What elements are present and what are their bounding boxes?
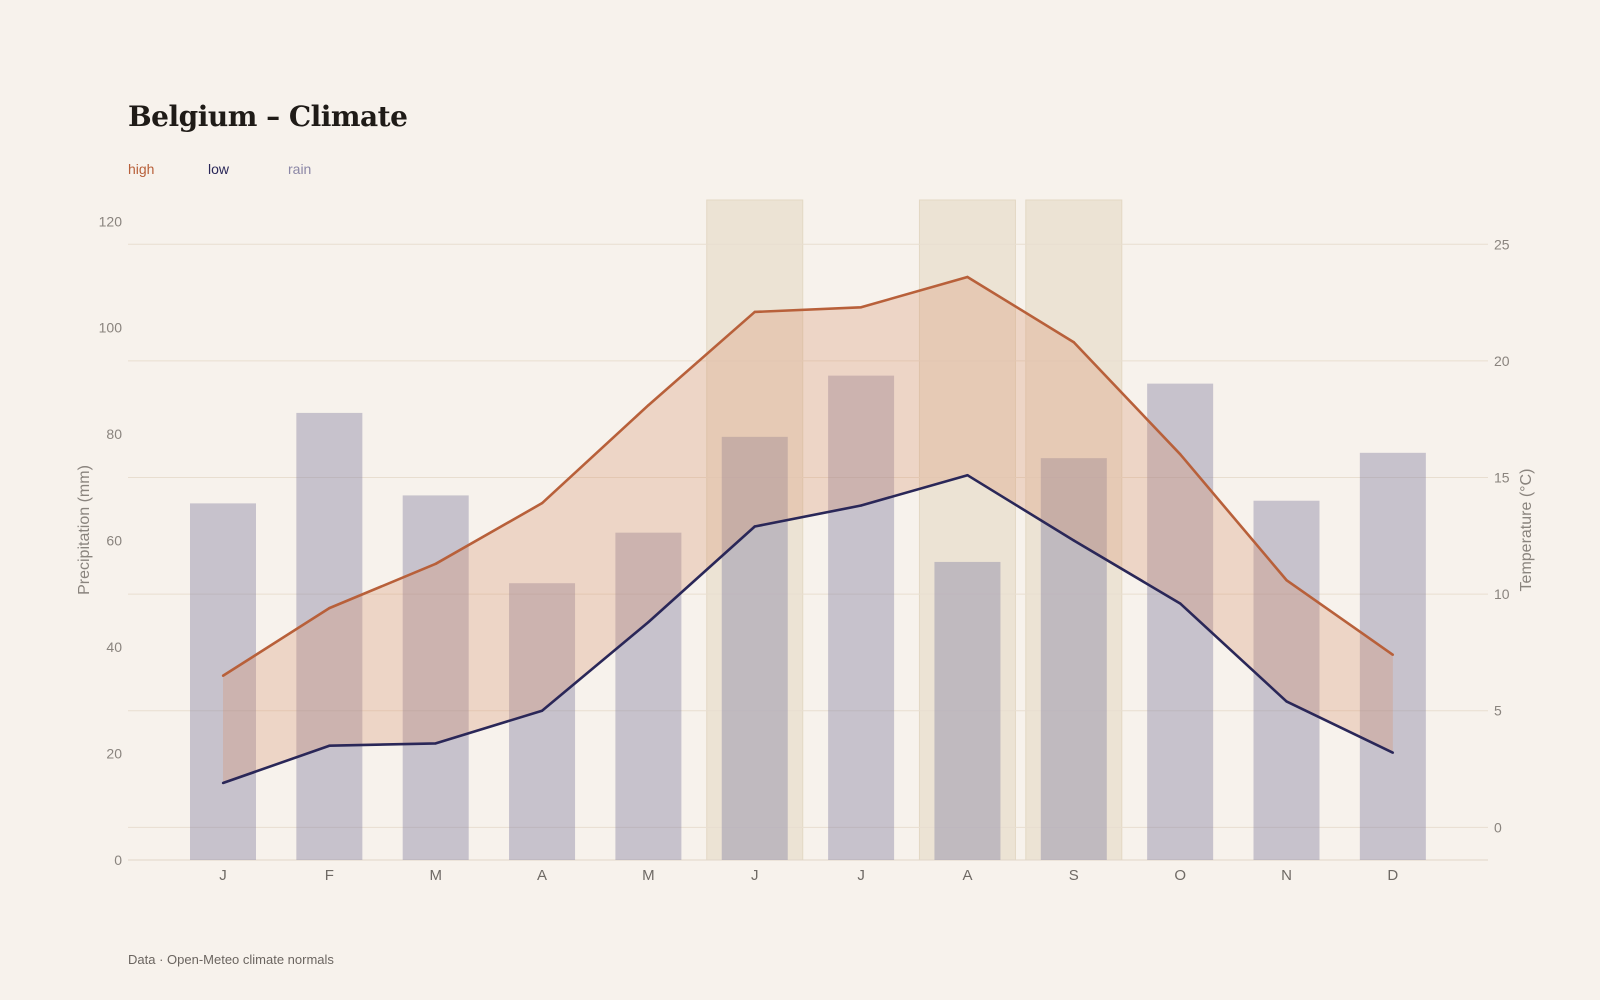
low-point-10 xyxy=(1285,700,1288,703)
rain-bar-J xyxy=(721,436,788,860)
temperature-lines xyxy=(221,275,1395,785)
high-point-2 xyxy=(434,562,437,566)
left-axis-title: Precipitation (mm) xyxy=(76,465,93,595)
left-tick-20: 20 xyxy=(106,746,122,762)
x-tick-8: S xyxy=(1069,867,1079,884)
left-tick-100: 100 xyxy=(99,320,123,336)
low-point-0 xyxy=(221,781,225,785)
low-point-2 xyxy=(434,742,437,745)
chart-title: Belgium – Climate xyxy=(128,100,408,133)
right-tick-20: 20 xyxy=(1494,353,1510,369)
low-point-4 xyxy=(647,620,650,624)
gridlines xyxy=(128,243,1488,861)
left-tick-40: 40 xyxy=(106,639,122,655)
legend-item-low: low xyxy=(208,161,230,177)
x-tick-4: M xyxy=(642,867,655,884)
low-point-6 xyxy=(859,504,863,507)
x-tick-9: O xyxy=(1174,867,1186,884)
low-point-9 xyxy=(1178,602,1182,605)
high-point-10 xyxy=(1285,578,1288,582)
x-tick-0: J xyxy=(219,867,227,884)
low-point-5 xyxy=(753,525,756,528)
rain-bar-J xyxy=(828,375,895,860)
high-point-3 xyxy=(540,501,544,505)
rain-bar-A xyxy=(509,583,576,860)
high-point-9 xyxy=(1178,453,1182,456)
source-note: Data · Open-Meteo climate normals xyxy=(128,952,334,967)
high-point-11 xyxy=(1391,653,1395,656)
right-axis-title: Temperature (°C) xyxy=(1518,469,1535,592)
legend-item-rain: rain xyxy=(288,161,312,177)
rain-bar-M xyxy=(615,532,682,860)
temperature-band xyxy=(223,276,1393,784)
x-tick-2: M xyxy=(429,867,442,884)
high-low-range-area xyxy=(223,276,1393,784)
right-tick-0: 0 xyxy=(1494,819,1502,835)
rain-bar-O xyxy=(1147,383,1214,860)
left-tick-0: 0 xyxy=(114,852,122,868)
low-point-8 xyxy=(1072,539,1076,542)
high-point-0 xyxy=(221,674,225,677)
rain-bar-M xyxy=(402,495,469,860)
right-tick-5: 5 xyxy=(1494,703,1502,719)
left-tick-120: 120 xyxy=(99,213,123,229)
rain-bars xyxy=(190,375,1426,860)
high-temperature-line xyxy=(222,275,1394,677)
low-point-1 xyxy=(328,744,331,747)
high-point-7 xyxy=(966,275,969,279)
high-point-5 xyxy=(753,310,756,314)
rain-bar-S xyxy=(1040,458,1107,860)
high-point-1 xyxy=(328,606,331,610)
highlight-band-7 xyxy=(918,199,1016,861)
legend-item-high: high xyxy=(128,161,155,177)
left-tick-60: 60 xyxy=(106,533,122,549)
left-tick-80: 80 xyxy=(106,426,122,442)
x-tick-3: A xyxy=(537,867,547,884)
x-tick-11: D xyxy=(1387,867,1398,884)
low-point-11 xyxy=(1391,751,1395,754)
right-axis-ticks: 0 5 10 15 20 25 xyxy=(1494,236,1510,835)
right-tick-25: 25 xyxy=(1494,236,1510,252)
right-tick-10: 10 xyxy=(1494,586,1510,602)
high-point-8 xyxy=(1072,341,1076,344)
low-point-7 xyxy=(966,473,969,477)
rain-bar-D xyxy=(1359,452,1426,860)
x-tick-6: J xyxy=(857,867,865,884)
left-axis-ticks: 0 20 40 60 80 100 120 xyxy=(99,213,123,868)
rain-bar-A xyxy=(934,561,1001,860)
right-tick-15: 15 xyxy=(1494,470,1510,486)
x-tick-5: J xyxy=(751,867,759,884)
rain-bar-J xyxy=(190,503,256,860)
high-point-6 xyxy=(859,306,863,309)
highlight-band-8 xyxy=(1025,199,1123,861)
x-tick-1: F xyxy=(325,867,334,884)
x-tick-10: N xyxy=(1281,867,1292,884)
rain-bar-F xyxy=(296,412,363,860)
low-point-3 xyxy=(540,709,544,712)
high-point-4 xyxy=(647,404,650,407)
x-tick-7: A xyxy=(962,867,972,884)
low-temperature-line xyxy=(222,473,1394,785)
